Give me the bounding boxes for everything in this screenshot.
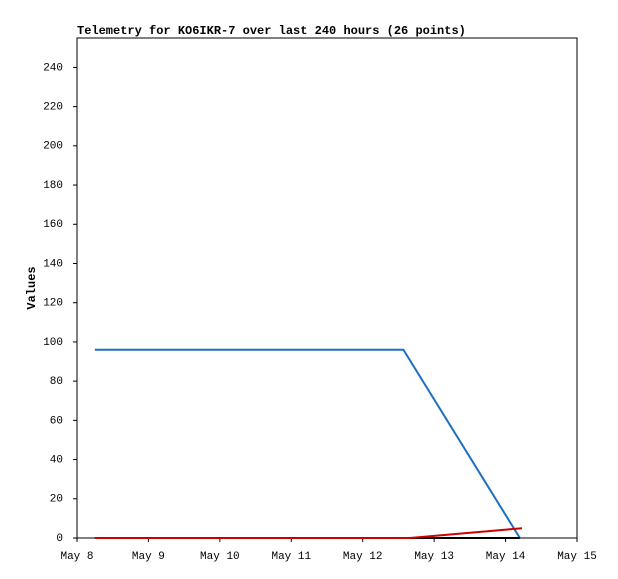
x-tick-label: May 14 (486, 551, 526, 563)
y-tick-label: 200 (43, 141, 63, 153)
series-line (94, 348, 521, 539)
x-tick-label: May 15 (557, 551, 597, 563)
y-tick-label: 100 (43, 337, 63, 349)
plot-frame (76, 37, 578, 539)
y-tick-label: 240 (43, 62, 63, 74)
x-tick-label: May 11 (271, 551, 311, 563)
y-axis-label: Values (25, 266, 39, 309)
x-tick-label: May 9 (132, 551, 165, 563)
x-tick-label: May 13 (414, 551, 454, 563)
y-tick-label: 180 (43, 180, 63, 192)
y-tick-label: 0 (56, 533, 63, 545)
y-tick-label: 60 (50, 415, 63, 427)
y-tick-label: 120 (43, 298, 63, 310)
y-tick-label: 140 (43, 258, 63, 270)
y-tick-label: 220 (43, 102, 63, 114)
y-tick-label: 80 (50, 376, 63, 388)
x-tick-label: May 12 (343, 551, 383, 563)
chart-title: Telemetry for KO6IKR-7 over last 240 hou… (77, 24, 466, 38)
y-tick-label: 20 (50, 494, 63, 506)
y-tick-label: 160 (43, 219, 63, 231)
y-tick-label: 40 (50, 454, 63, 466)
x-tick-label: May 10 (200, 551, 240, 563)
series-line (94, 527, 523, 539)
x-tick-label: May 8 (60, 551, 93, 563)
